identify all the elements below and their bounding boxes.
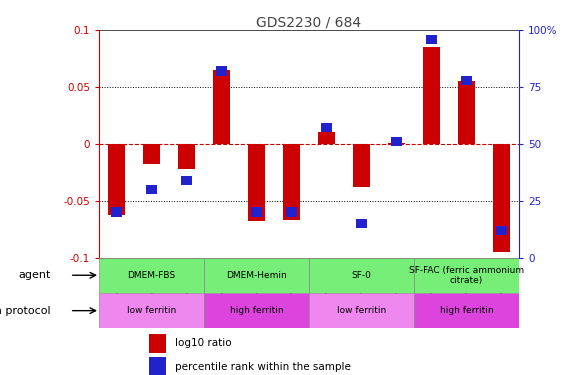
Bar [149, 334, 166, 353]
Bar [146, 185, 157, 194]
Bar [178, 144, 195, 169]
Text: SF-FAC (ferric ammonium
citrate): SF-FAC (ferric ammonium citrate) [409, 266, 524, 285]
Bar [216, 66, 227, 75]
Bar [493, 144, 510, 252]
Bar [204, 293, 309, 328]
Bar [309, 293, 414, 328]
Bar [213, 70, 230, 144]
Text: growth protocol: growth protocol [0, 306, 51, 316]
Bar [143, 144, 160, 164]
Bar [111, 207, 122, 217]
Text: DMEM-Hemin: DMEM-Hemin [226, 271, 287, 280]
Bar [391, 137, 402, 146]
Bar [309, 258, 414, 293]
Text: log10 ratio: log10 ratio [175, 338, 231, 348]
Text: percentile rank within the sample: percentile rank within the sample [175, 362, 350, 372]
Bar [283, 144, 300, 220]
Bar [496, 226, 507, 235]
Bar [356, 219, 367, 228]
Text: low ferritin: low ferritin [127, 306, 176, 315]
Bar [414, 258, 519, 293]
Bar [414, 293, 519, 328]
Text: high ferritin: high ferritin [440, 306, 493, 315]
Bar [353, 144, 370, 187]
Text: DMEM-FBS: DMEM-FBS [128, 271, 175, 280]
Bar [423, 47, 440, 144]
Text: low ferritin: low ferritin [337, 306, 386, 315]
Bar [99, 293, 204, 328]
Bar [108, 144, 125, 216]
Bar [251, 207, 262, 217]
Title: GDS2230 / 684: GDS2230 / 684 [257, 16, 361, 30]
Bar [149, 357, 166, 375]
Bar [321, 123, 332, 132]
Bar [458, 81, 475, 144]
Bar [426, 34, 437, 44]
Bar [204, 258, 309, 293]
Bar [286, 207, 297, 217]
Bar [181, 176, 192, 185]
Bar [99, 258, 204, 293]
Bar [318, 132, 335, 144]
Bar [388, 142, 405, 144]
Text: high ferritin: high ferritin [230, 306, 283, 315]
Text: SF-0: SF-0 [352, 271, 371, 280]
Bar [248, 144, 265, 221]
Bar [461, 75, 472, 85]
Text: agent: agent [19, 270, 51, 280]
